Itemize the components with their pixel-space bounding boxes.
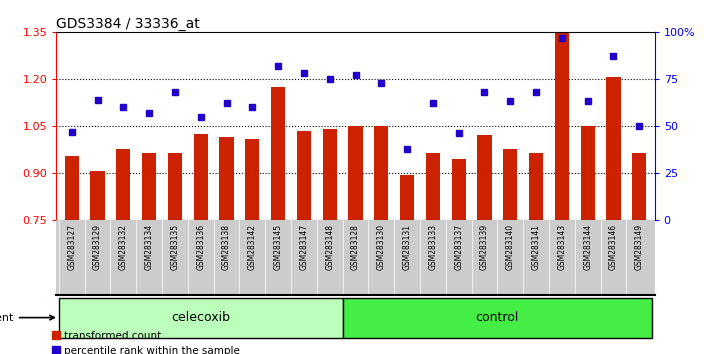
Bar — [477, 135, 491, 220]
Text: GSM283146: GSM283146 — [609, 224, 618, 270]
Text: GSM283148: GSM283148 — [325, 224, 334, 270]
Text: GSM283136: GSM283136 — [196, 224, 206, 270]
Bar — [400, 175, 414, 220]
Bar — [245, 138, 260, 220]
Text: GSM283143: GSM283143 — [558, 224, 566, 270]
Text: GSM283145: GSM283145 — [274, 224, 282, 270]
Legend: transformed count, percentile rank within the sample: transformed count, percentile rank withi… — [47, 327, 244, 354]
Text: GSM283132: GSM283132 — [119, 224, 128, 270]
Text: GSM283137: GSM283137 — [454, 224, 463, 270]
Text: GSM283130: GSM283130 — [377, 224, 386, 270]
Text: control: control — [476, 311, 519, 324]
Bar — [59, 298, 343, 338]
Bar — [142, 153, 156, 220]
Bar — [606, 77, 620, 220]
Bar — [632, 153, 646, 220]
Text: GSM283128: GSM283128 — [351, 224, 360, 270]
Text: GSM283140: GSM283140 — [505, 224, 515, 270]
Bar — [581, 126, 595, 220]
Text: GSM283133: GSM283133 — [429, 224, 437, 270]
Bar — [220, 137, 234, 220]
Text: GSM283138: GSM283138 — [222, 224, 231, 270]
Bar — [271, 87, 285, 220]
Bar — [555, 30, 569, 220]
Text: GSM283141: GSM283141 — [532, 224, 541, 270]
Bar — [343, 298, 652, 338]
Bar — [116, 149, 130, 220]
Bar — [451, 159, 466, 220]
Bar — [194, 134, 208, 220]
Text: GSM283135: GSM283135 — [170, 224, 180, 270]
Bar — [297, 131, 311, 220]
Text: GSM283142: GSM283142 — [248, 224, 257, 270]
Bar — [426, 153, 440, 220]
Bar — [529, 153, 543, 220]
Bar — [168, 153, 182, 220]
Text: GSM283127: GSM283127 — [68, 224, 76, 270]
Bar — [375, 126, 389, 220]
Text: agent: agent — [0, 313, 54, 322]
Text: GSM283147: GSM283147 — [299, 224, 308, 270]
Bar — [503, 149, 517, 220]
Text: celecoxib: celecoxib — [171, 311, 230, 324]
Text: GSM283144: GSM283144 — [583, 224, 592, 270]
Text: GSM283131: GSM283131 — [403, 224, 412, 270]
Bar — [91, 171, 105, 220]
Text: GSM283139: GSM283139 — [480, 224, 489, 270]
Text: GSM283129: GSM283129 — [93, 224, 102, 270]
Bar — [322, 129, 337, 220]
Bar — [348, 126, 363, 220]
Text: GDS3384 / 33336_at: GDS3384 / 33336_at — [56, 17, 200, 31]
Text: GSM283149: GSM283149 — [635, 224, 643, 270]
Bar — [65, 156, 79, 220]
Text: GSM283134: GSM283134 — [145, 224, 153, 270]
